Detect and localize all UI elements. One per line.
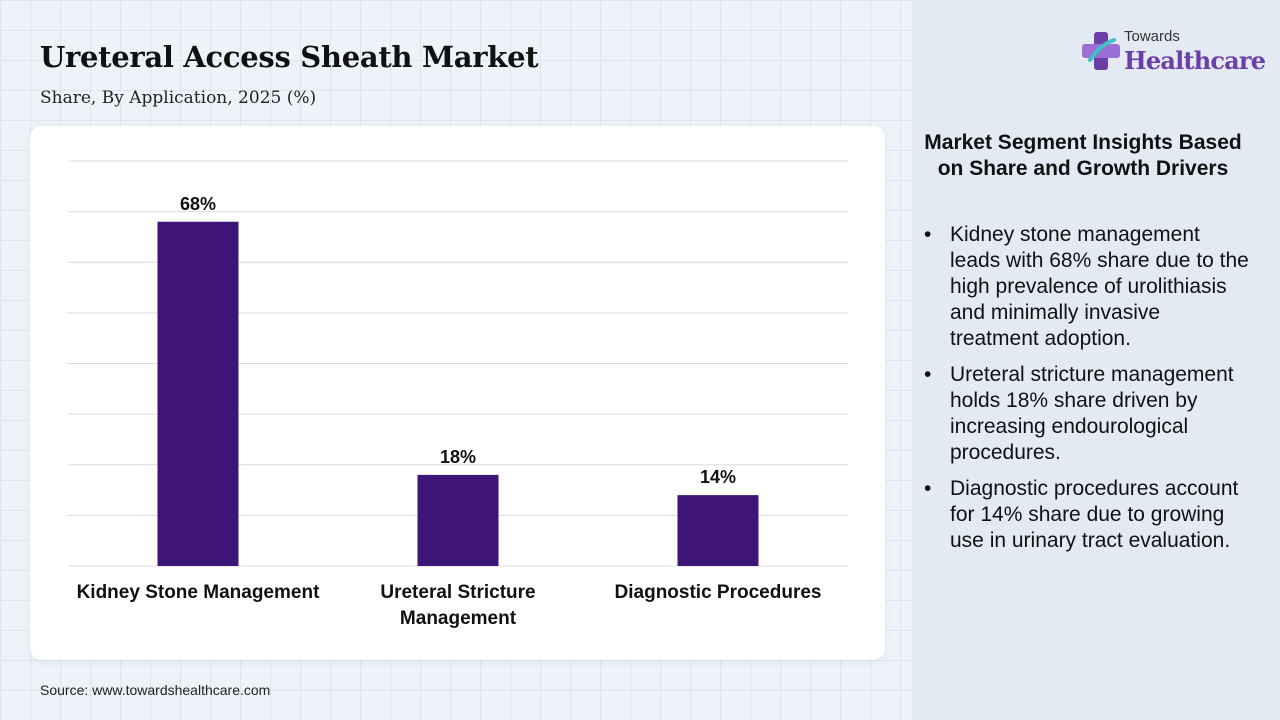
x-tick-label: Diagnostic Procedures xyxy=(615,582,822,603)
source-note: Source: www.towardshealthcare.com xyxy=(40,682,271,698)
insight-item: • Kidney stone management leads with 68% … xyxy=(922,222,1252,352)
chart-card: 68% Kidney Stone Management 18% Ureteral St… xyxy=(30,126,885,660)
bullet-glyph: • xyxy=(924,223,932,246)
bar-chart: 68% Kidney Stone Management 18% Ureteral St… xyxy=(68,160,848,629)
data-label: 14% xyxy=(700,467,736,487)
insight-item: • Diagnostic procedures account for 14% s… xyxy=(922,476,1252,554)
page-title: Ureteral Access Sheath Market xyxy=(40,40,539,74)
bar xyxy=(417,474,499,566)
x-tick-label: Ureteral Stricture xyxy=(380,582,535,603)
insights-list: • Kidney stone management leads with 68% … xyxy=(922,222,1252,564)
data-label: 68% xyxy=(180,194,216,214)
insight-item: • Ureteral stricture management holds 18%… xyxy=(922,362,1252,466)
bullet-glyph: • xyxy=(924,477,932,500)
x-tick-label: Management xyxy=(400,608,517,629)
insights-panel xyxy=(912,0,1280,720)
logo-text-healthcare: Healthcare xyxy=(1124,46,1266,75)
brand-logo: Towards Healthcare xyxy=(1080,28,1266,78)
logo-text-towards: Towards xyxy=(1124,28,1180,45)
x-tick-label: Kidney Stone Management xyxy=(77,582,320,603)
insight-text: Ureteral stricture management holds 18% … xyxy=(950,363,1234,464)
bullet-glyph: • xyxy=(924,363,932,386)
data-label: 18% xyxy=(440,447,476,467)
insight-text: Diagnostic procedures account for 14% sh… xyxy=(950,477,1239,552)
bar xyxy=(157,221,239,566)
page-subtitle: Share, By Application, 2025 (%) xyxy=(40,88,317,108)
bar xyxy=(677,495,759,566)
insights-title: Market Segment Insights Based on Share a… xyxy=(924,131,1242,180)
insight-text: Kidney stone management leads with 68% s… xyxy=(950,223,1249,350)
medical-cross-icon xyxy=(1082,32,1120,70)
